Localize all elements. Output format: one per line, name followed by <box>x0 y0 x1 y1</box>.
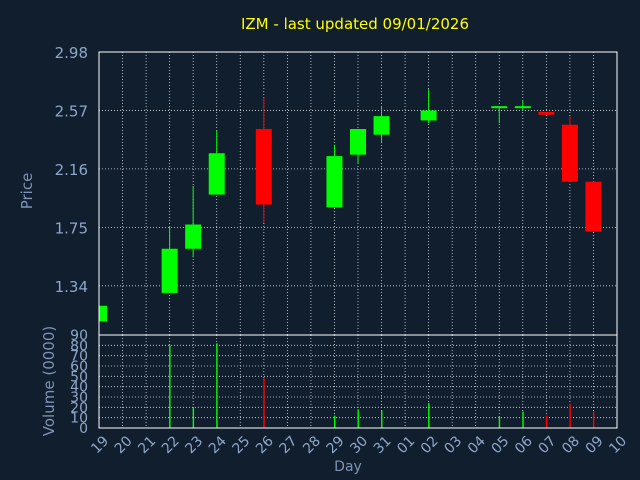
candle-body <box>514 106 531 109</box>
volume-bar <box>592 411 595 428</box>
volume-bar <box>263 378 265 428</box>
volume-tick-label: 50 <box>70 369 88 385</box>
candle-body <box>208 153 225 195</box>
volume-tick-label: 70 <box>70 349 88 365</box>
price-tick-label: 2.57 <box>55 102 88 120</box>
candle-body <box>185 224 202 249</box>
candle-body <box>326 156 343 208</box>
volume-tick-label: 90 <box>70 328 88 344</box>
candle-body <box>491 106 508 109</box>
volume-bar <box>545 415 548 428</box>
volume-bar <box>522 411 524 428</box>
volume-bar <box>357 409 359 428</box>
day-axis-label: Day <box>334 459 362 475</box>
price-tick-label: 1.34 <box>55 278 88 296</box>
volume-bar <box>428 403 430 428</box>
candle-body <box>420 110 437 121</box>
volume-bar <box>569 404 571 428</box>
candle-body <box>99 305 107 322</box>
volume-bars <box>169 343 595 428</box>
volume-tick-label: 60 <box>70 359 88 375</box>
candle-body <box>373 116 390 135</box>
price-tick-label: 1.75 <box>55 219 88 237</box>
volume-bar <box>498 416 501 428</box>
volume-tick-label: 40 <box>70 380 88 396</box>
price-grid <box>98 51 618 335</box>
candle-body <box>538 111 555 115</box>
volume-bar <box>381 410 383 428</box>
day-tick-labels: 19 20 21 22 23 24 25 26 27 28 29 30 31 01 02 03 04 05 06 07… <box>88 433 630 457</box>
volume-bar <box>169 345 171 428</box>
volume-bar <box>216 343 218 428</box>
volume-bar <box>192 407 195 428</box>
volume-tick-label: 30 <box>70 390 88 406</box>
volume-tick-label: 10 <box>70 411 88 427</box>
price-axis-label: Price <box>18 173 36 210</box>
volume-tick-label: 80 <box>70 338 88 354</box>
price-tick-labels: 2.98 2.57 2.16 1.75 1.34 <box>55 44 88 296</box>
volume-bar <box>333 415 336 428</box>
candle-body <box>255 128 272 205</box>
price-candles <box>98 89 602 322</box>
price-tick-label: 2.16 <box>55 161 88 179</box>
candle-body <box>161 248 178 293</box>
volume-frame <box>98 334 618 429</box>
price-tick-label: 2.98 <box>55 44 88 62</box>
chart-title: IZM - last updated 09/01/2026 <box>241 15 469 33</box>
candle-body <box>585 181 602 232</box>
candle-body <box>350 128 366 155</box>
volume-tick-label: 0 <box>79 421 88 437</box>
volume-tick-label: 20 <box>70 400 88 416</box>
candle-body <box>561 124 578 182</box>
volume-axis-label: Volume (0000) <box>40 326 58 436</box>
chart-frames <box>98 51 618 429</box>
